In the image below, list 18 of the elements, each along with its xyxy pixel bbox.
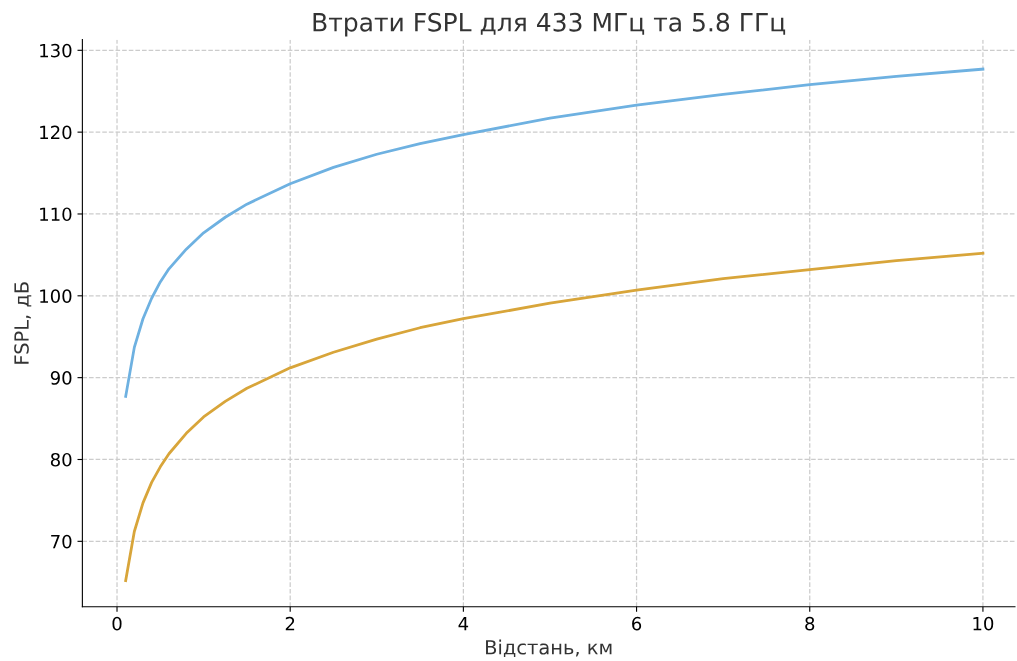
line-series (124, 251, 985, 582)
x-tick-label: 0 (112, 616, 122, 631)
x-tick-label: 2 (285, 616, 295, 631)
x-tick-label: 6 (632, 616, 642, 631)
y-tick-label: 90 (50, 371, 72, 385)
line-series (124, 67, 985, 398)
y-tick-label: 120 (40, 125, 72, 140)
y-axis-title: FSPL, дБ (14, 282, 32, 364)
x-axis-title: Відстань, км (486, 639, 612, 658)
chart-title: Втрати FSPL для 433 МГц та 5.8 ГГц (313, 12, 786, 37)
x-tick-label: 8 (805, 616, 815, 631)
y-tick-label: 100 (40, 289, 72, 303)
y-tick-label: 80 (50, 452, 72, 467)
x-tick-label: 10 (973, 616, 994, 631)
y-tick-label: 70 (51, 534, 72, 549)
x-tick-label: 4 (458, 617, 469, 631)
y-tick-label: 110 (40, 207, 72, 222)
y-tick-label: 130 (40, 43, 72, 58)
